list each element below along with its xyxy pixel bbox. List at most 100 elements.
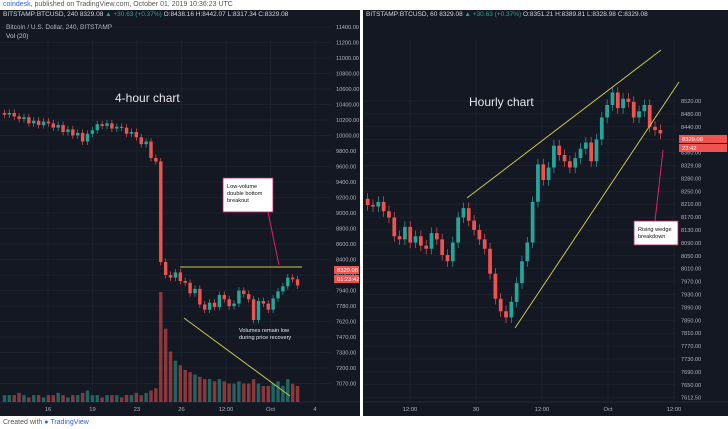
chart-canvas-1h[interactable]: 8520.008480.008440.008400.008360.008329.… [363, 10, 728, 416]
volume-bar [51, 395, 56, 402]
candle [376, 201, 381, 207]
candle [397, 236, 402, 240]
y-tick-label: 7070.00 [336, 382, 356, 388]
chart-panel-1h[interactable]: BITSTAMP:BTCUSD, 60 8329.08 ▲ +30.63 (+0… [363, 10, 728, 416]
ohlc-4h: O:8438.16 H:8442.07 L:8317.34 C:8329.08 [163, 11, 289, 18]
candle [477, 230, 482, 240]
volume-bar [115, 395, 119, 402]
candle [36, 120, 41, 126]
x-tick-label: 12:00 [667, 407, 682, 413]
y-tick-label: 10800.00 [336, 72, 359, 78]
x-tick-label: 19 [89, 407, 95, 413]
y-tick-label: 11400.00 [336, 25, 359, 31]
y-tick-label: 7470.00 [336, 335, 356, 341]
x-tick-label: 16 [45, 407, 51, 413]
volume-bar [207, 379, 212, 402]
countdown-badge [679, 144, 727, 152]
y-tick-label: 9400.00 [336, 180, 356, 186]
y-tick-label: 8600.00 [336, 242, 356, 248]
price-badge-value: 8329.08 [337, 268, 358, 274]
candle [536, 164, 540, 202]
annotation-arrow [267, 211, 280, 266]
volume-bar [61, 395, 65, 402]
candle [429, 233, 434, 249]
candle [168, 275, 173, 278]
volume-bar [217, 379, 222, 402]
volume-bar [46, 395, 51, 402]
chart-canvas-4h[interactable]: 11400.00 11200.00 11000.00 10800.00 10600.00… [0, 10, 360, 416]
candle [46, 121, 51, 124]
wedge-lower-line [514, 81, 680, 329]
candle [573, 158, 578, 168]
volume-bar [193, 374, 197, 402]
y-tick-label: 7612.50 [681, 396, 701, 402]
chart-panel-4h[interactable]: BITSTAMP:BTCUSD, 240 8329.08 ▲ +30.63 (+… [0, 10, 360, 416]
candle [530, 201, 535, 243]
change-4h: ▲ +30.63 (+0.37%) [105, 11, 162, 18]
annotation-text: breakout [227, 198, 249, 204]
y-tick-label: 8210.00 [681, 202, 701, 208]
publisher-name[interactable]: coindesk [3, 1, 31, 8]
candle [419, 236, 423, 246]
countdown-badge-value: 01:23:42 [337, 277, 360, 283]
candle [203, 304, 207, 310]
volume-bar [56, 392, 60, 402]
y-tick-label: 7770.00 [681, 344, 701, 350]
y-tick-label: 8329.08 [681, 164, 701, 170]
candle [392, 217, 397, 237]
x-tick-label: 23 [134, 407, 140, 413]
candle [658, 130, 663, 134]
volume-bar [163, 328, 168, 402]
candle [541, 164, 546, 180]
countdown-badge-value: 23:42 [682, 146, 697, 152]
y-tick-label: 9000.00 [336, 211, 356, 217]
x-tick-label: Oct [603, 407, 612, 413]
y-tick-label: 10400.00 [336, 103, 359, 109]
y-tick-label: 7970.00 [681, 280, 701, 286]
volume-bar [237, 381, 241, 402]
volume-bar [129, 395, 134, 402]
volume-bar [232, 383, 236, 402]
candle [183, 281, 187, 283]
candle [207, 302, 212, 310]
y-tick-label: 7200.00 [336, 366, 356, 372]
candle [61, 125, 65, 132]
volume-bar [134, 392, 139, 402]
volume-bar [36, 395, 41, 402]
candle [134, 132, 139, 138]
candle [227, 299, 231, 307]
y-tick-label: 8400.00 [336, 258, 356, 264]
x-tick-label: 4 [313, 407, 317, 413]
wedge-upper-line [466, 49, 662, 199]
y-tick-label: 7940.00 [336, 289, 356, 295]
volume-bar [246, 383, 251, 402]
volume-bar [286, 379, 290, 402]
candle [472, 220, 476, 230]
candle [504, 311, 508, 318]
candle [22, 117, 26, 119]
candle [599, 117, 604, 140]
candle [482, 239, 487, 249]
x-tick-label: 12:00 [403, 407, 418, 413]
volume-bar [100, 397, 104, 402]
volume-bar [281, 385, 285, 402]
candle [290, 277, 295, 280]
volume-bar [17, 392, 21, 402]
volume-bar [183, 369, 187, 402]
candle [642, 105, 647, 112]
volume-bar [149, 390, 153, 402]
y-tick-label: 10600.00 [336, 87, 359, 93]
volume-bar [203, 379, 207, 402]
y-tick-label: 11200.00 [336, 41, 359, 47]
x-tick-label: 12:00 [535, 407, 550, 413]
candle [631, 101, 636, 118]
candle [76, 132, 80, 136]
candle [413, 236, 418, 243]
candle [222, 294, 226, 300]
volume-bar [2, 395, 7, 402]
chart-header-4h: BITSTAMP:BTCUSD, 240 8329.08 ▲ +30.63 (+… [3, 11, 288, 19]
candle [246, 294, 251, 300]
candle [124, 127, 129, 134]
footer-brand[interactable]: TradingView [50, 419, 89, 426]
candle [27, 117, 31, 124]
